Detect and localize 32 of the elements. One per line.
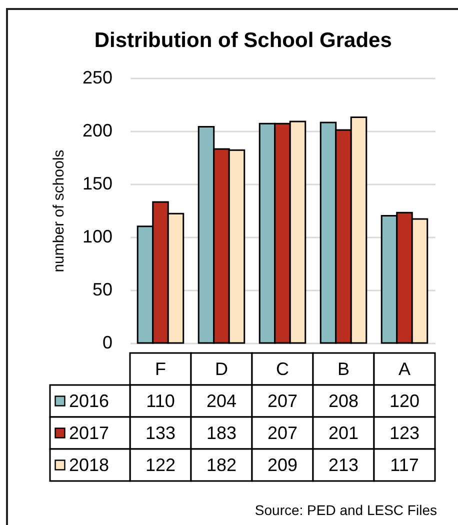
data-label: 117 — [390, 455, 419, 475]
data-label: 110 — [146, 391, 175, 411]
x-tick-label: D — [215, 359, 228, 379]
legend-label: 2018 — [69, 455, 110, 475]
data-label: 209 — [267, 455, 298, 475]
data-label: 207 — [267, 391, 298, 411]
data-label: 122 — [145, 455, 176, 475]
y-tick-label: 100 — [82, 226, 112, 246]
x-tick-label: B — [337, 359, 350, 379]
data-label: 120 — [389, 391, 420, 411]
y-tick-label: 250 — [82, 68, 112, 88]
source-note: Source: PED and LESC Files — [254, 502, 437, 518]
y-tick-label: 200 — [82, 120, 112, 140]
x-tick-label: A — [398, 359, 411, 379]
legend-label: 2016 — [69, 391, 110, 411]
data-label: 201 — [328, 423, 359, 443]
y-axis-title: number of schools — [50, 150, 68, 272]
legend-label: 2017 — [69, 423, 110, 443]
data-label: 182 — [206, 455, 237, 475]
chart-title: Distribution of School Grades — [94, 29, 392, 52]
data-label: 204 — [206, 391, 237, 411]
data-label: 123 — [389, 423, 420, 443]
x-tick-label: F — [155, 359, 166, 379]
data-label: 208 — [328, 391, 359, 411]
data-label: 183 — [206, 423, 237, 443]
y-tick-label: 150 — [82, 174, 112, 194]
data-label: 207 — [267, 423, 298, 443]
x-tick-label: C — [276, 359, 289, 379]
data-label: 133 — [145, 423, 176, 443]
y-tick-label: 50 — [92, 280, 112, 300]
y-tick-label: 0 — [102, 332, 112, 352]
data-label: 213 — [328, 455, 359, 475]
